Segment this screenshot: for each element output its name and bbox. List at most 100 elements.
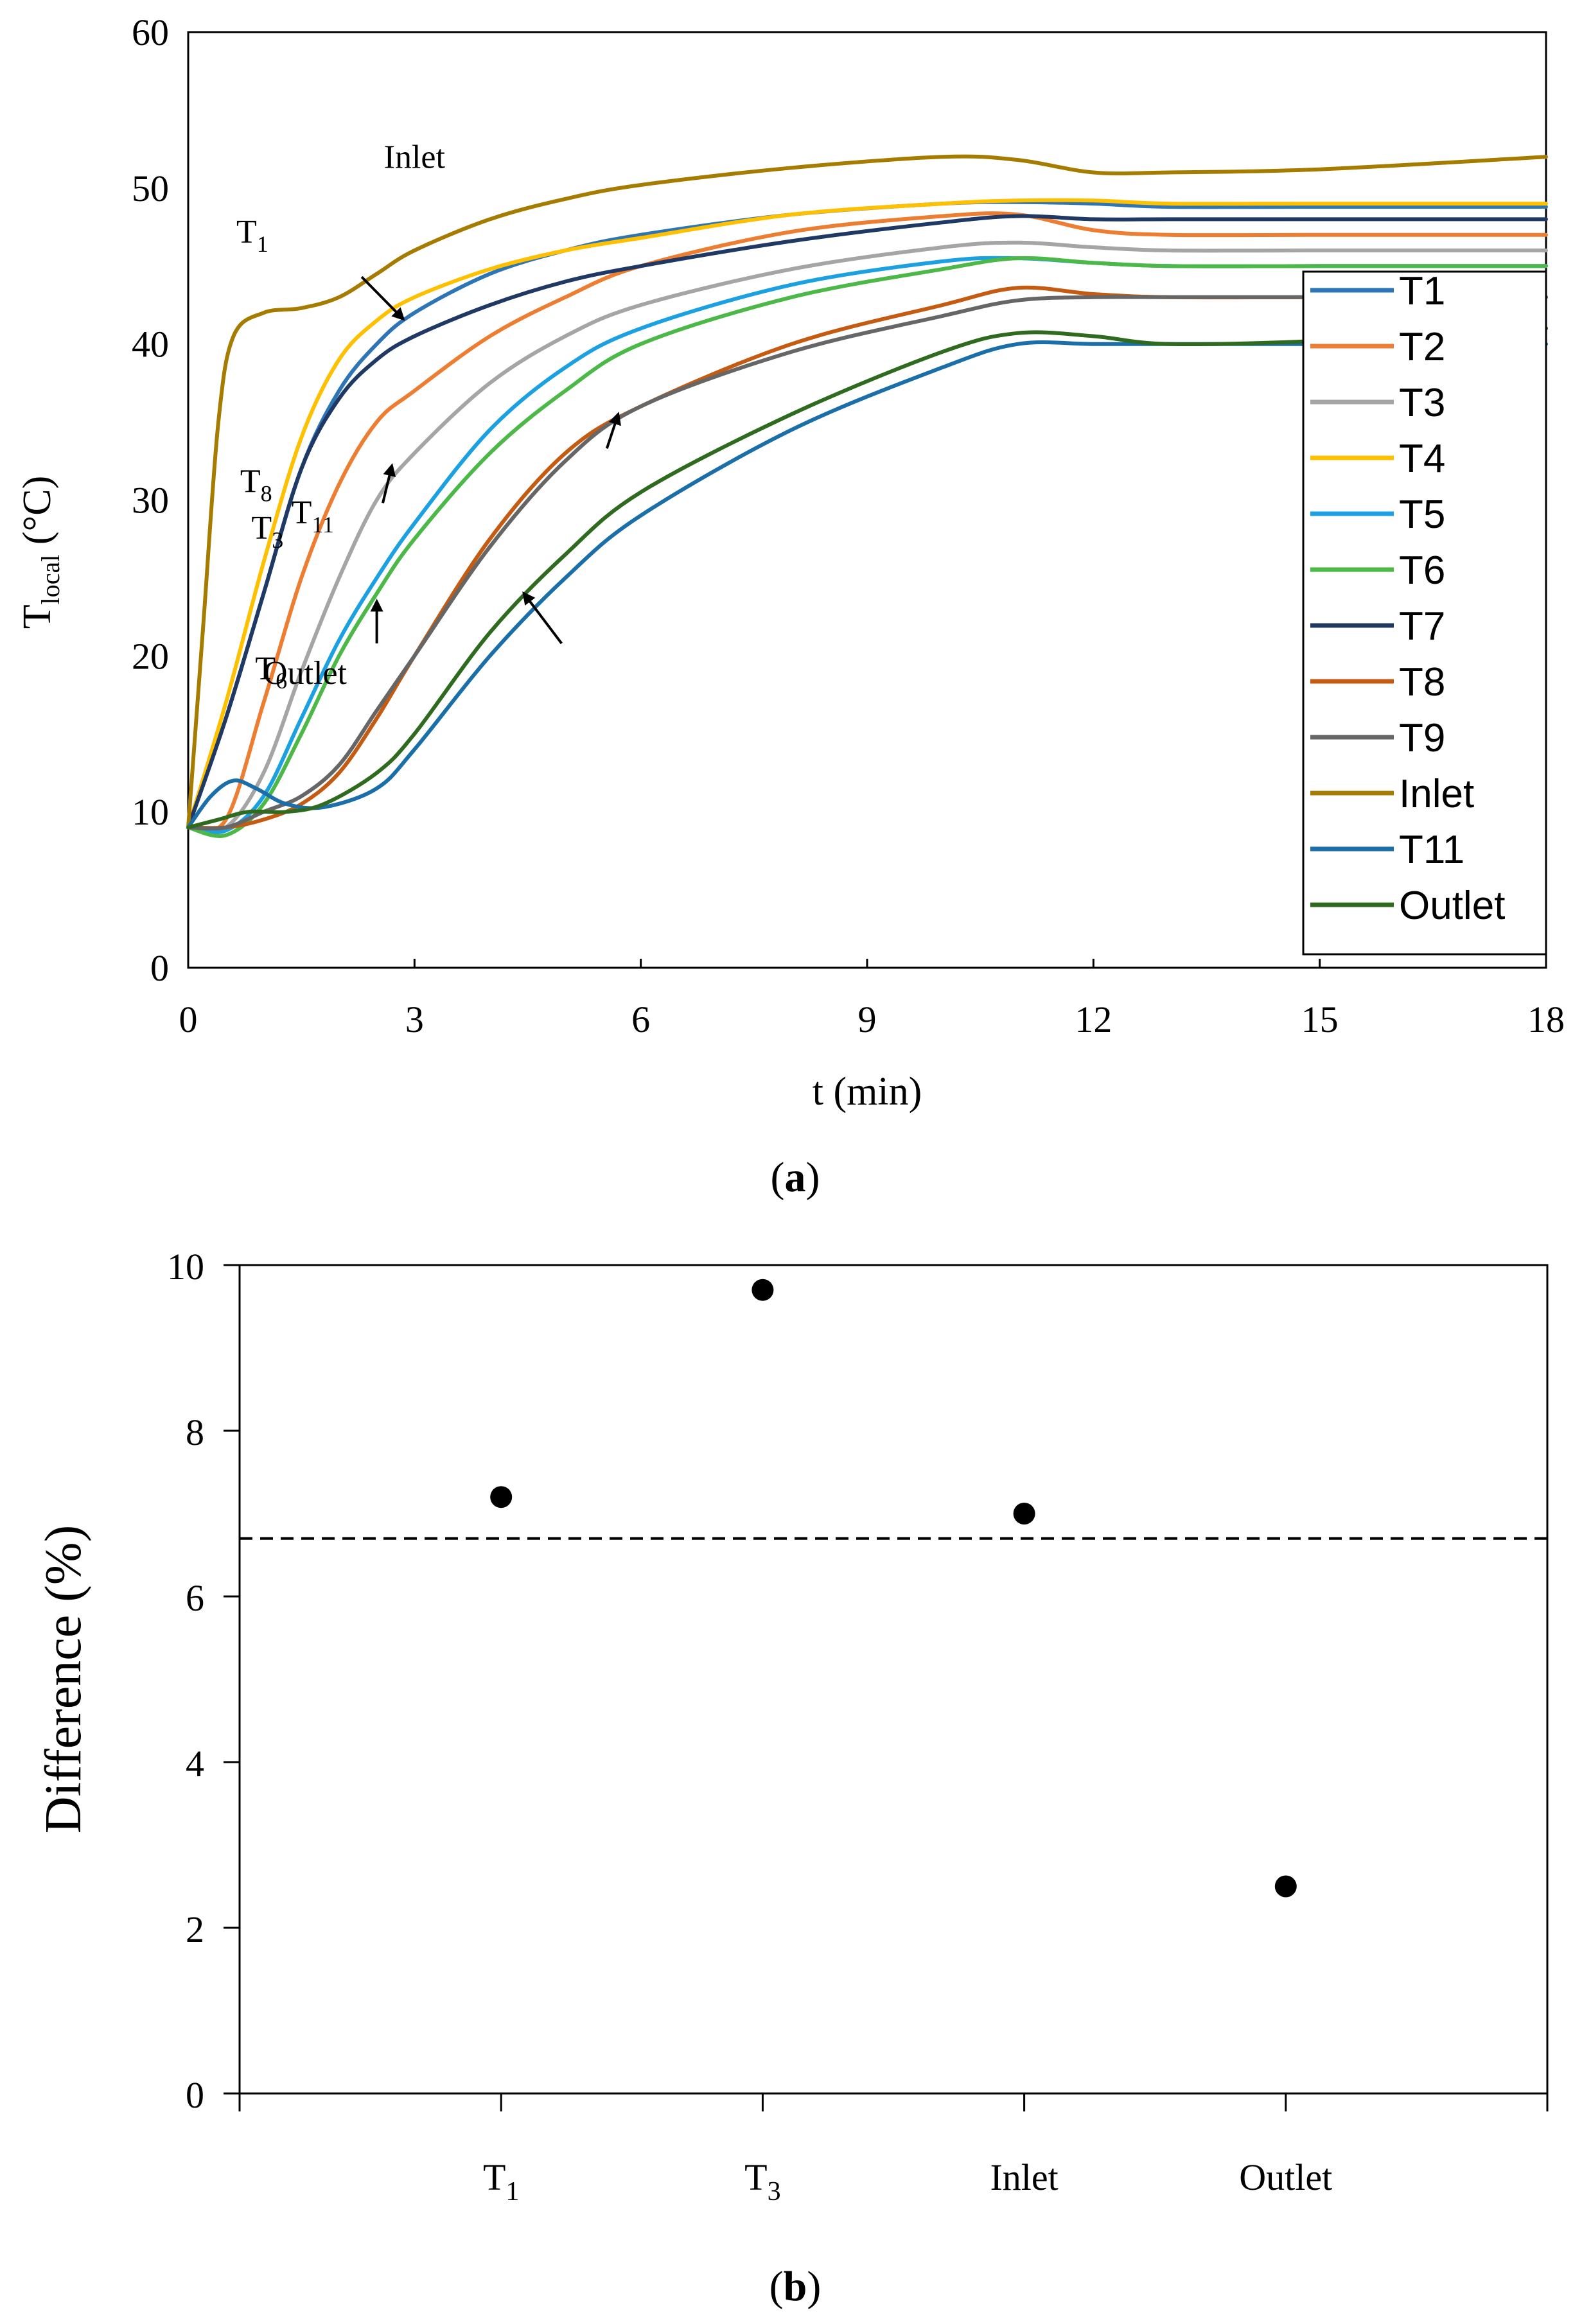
x-category-label: T3 [744, 2156, 780, 2206]
annotation-label: T11 [292, 494, 334, 537]
annotation-main: Outlet [263, 655, 347, 692]
legend-items: T1 T2 T3 T4 T5 T6 T7 T8 T9 Inlet T11 Outlet [1310, 269, 1505, 928]
legend-label-t1: T1 [1399, 269, 1445, 313]
legend-label-t4: T4 [1399, 437, 1445, 481]
annotation-arrow [382, 463, 396, 503]
annotation-main: T [240, 463, 261, 500]
annotation-label: Outlet [263, 655, 347, 692]
y-tick-label: 50 [132, 168, 169, 209]
legend-a: T1 T2 T3 T4 T5 T6 T7 T8 T9 Inlet T11 Outlet [1302, 269, 1547, 956]
category-sub: 1 [505, 2177, 519, 2206]
y-tick-label-b: 8 [186, 1411, 204, 1453]
category-main: T [744, 2156, 767, 2198]
plot-area-b [238, 1264, 1549, 2095]
annotation-main: T [236, 214, 257, 250]
category-main: Inlet [990, 2156, 1058, 2198]
legend-label-t2: T2 [1399, 325, 1445, 369]
legend-label-t9: T9 [1399, 716, 1445, 760]
y-tick-label: 60 [132, 12, 169, 53]
series-line-inlet [186, 154, 1548, 830]
series-line-t4 [186, 198, 1548, 830]
annotation-main: T [292, 494, 312, 531]
x-tick-label: 3 [405, 999, 424, 1040]
series-line-outlet [186, 326, 1548, 830]
annotation-main: T [251, 510, 272, 546]
annotation-label: T6 [255, 651, 287, 694]
annotation-label: T3 [251, 510, 283, 553]
category-main: Outlet [1239, 2156, 1332, 2198]
annotation-label: Inlet [384, 139, 446, 175]
data-points-b [490, 1279, 1297, 1898]
legend-label-t6: T6 [1399, 548, 1445, 593]
panel-a-close: ) [806, 1154, 820, 1201]
category-sub: 3 [768, 2177, 781, 2206]
series-lines-a [186, 154, 1548, 838]
annotation-sub: 6 [276, 668, 287, 694]
data-point [752, 1279, 774, 1301]
y-tick-label-b: 10 [167, 1246, 204, 1288]
y-tick-label-b: 0 [186, 2074, 204, 2116]
x-tick-label: 18 [1527, 999, 1565, 1040]
x-tick-label: 12 [1075, 999, 1112, 1040]
x-tick-label: 0 [179, 999, 198, 1040]
data-point [490, 1486, 513, 1508]
x-tick-label: 15 [1301, 999, 1339, 1040]
y-tick-label: 10 [132, 791, 169, 833]
legend-label-t11: T11 [1399, 828, 1464, 872]
series-line-t7 [186, 214, 1548, 830]
series-line-t2 [186, 211, 1548, 833]
panel-label-b: (b) [769, 2263, 822, 2310]
y-tick-label: 40 [132, 324, 169, 365]
y-tick-label-b: 6 [186, 1577, 204, 1619]
y-tick-labels-b: 0 2 4 6 8 10 [167, 1246, 240, 2116]
y-tick-label: 0 [150, 947, 169, 989]
x-category-label: Inlet [990, 2156, 1058, 2198]
x-category-label: T1 [483, 2156, 519, 2206]
x-axis-b: T1 T3 Inlet Outlet [238, 2093, 1549, 2206]
legend-box [1302, 270, 1547, 956]
y-axis-label-unit: (°C) [15, 476, 59, 555]
data-point [1013, 1503, 1035, 1525]
annotation-arrow [605, 412, 621, 449]
legend-label-inlet: Inlet [1399, 772, 1474, 816]
legend-label-t7: T7 [1399, 604, 1445, 649]
panel-a-letter: a [785, 1154, 806, 1201]
y-tick-label: 30 [132, 480, 169, 521]
series-line-t3 [186, 240, 1548, 834]
annotation-label: T8 [240, 463, 272, 506]
legend-label-t8: T8 [1399, 660, 1445, 704]
x-category-label: Outlet [1239, 2156, 1332, 2198]
panel-b-close: ) [807, 2263, 821, 2310]
legend-label-t5: T5 [1399, 493, 1445, 537]
legend-label-outlet: Outlet [1399, 884, 1505, 928]
x-axis-label-a: t (min) [813, 1070, 922, 1114]
series-line-t9 [186, 295, 1548, 831]
annotation-main: T [255, 651, 276, 687]
x-tick-label: 6 [631, 999, 650, 1040]
data-point [1274, 1875, 1297, 1898]
y-tick-label: 20 [132, 635, 169, 677]
legend-label-t3: T3 [1399, 381, 1445, 425]
annotation-label: T1 [236, 214, 268, 257]
y-tick-label-b: 2 [186, 1909, 204, 1950]
y-tick-label-b: 4 [186, 1743, 204, 1785]
annotation-arrow [522, 591, 563, 645]
panel-label-a: (a) [771, 1154, 820, 1201]
panel-b-open: ( [769, 2263, 784, 2310]
annotation-arrow [360, 275, 405, 321]
annotation-sub: 1 [257, 231, 268, 257]
annotation-sub: 8 [261, 480, 272, 506]
annotation-main: Inlet [384, 139, 446, 175]
x-tick-labels-a: 0 3 6 9 12 15 18 [179, 959, 1565, 1040]
y-axis-label-main: T [15, 604, 59, 629]
y-tick-labels-a: 0 10 20 30 40 50 60 [132, 12, 169, 989]
category-main: T [483, 2156, 505, 2198]
panel-a-open: ( [771, 1154, 785, 1201]
x-tick-label: 9 [858, 999, 877, 1040]
annotation-sub: 11 [312, 512, 334, 537]
y-axis-label-b: Difference (%) [35, 1525, 92, 1833]
